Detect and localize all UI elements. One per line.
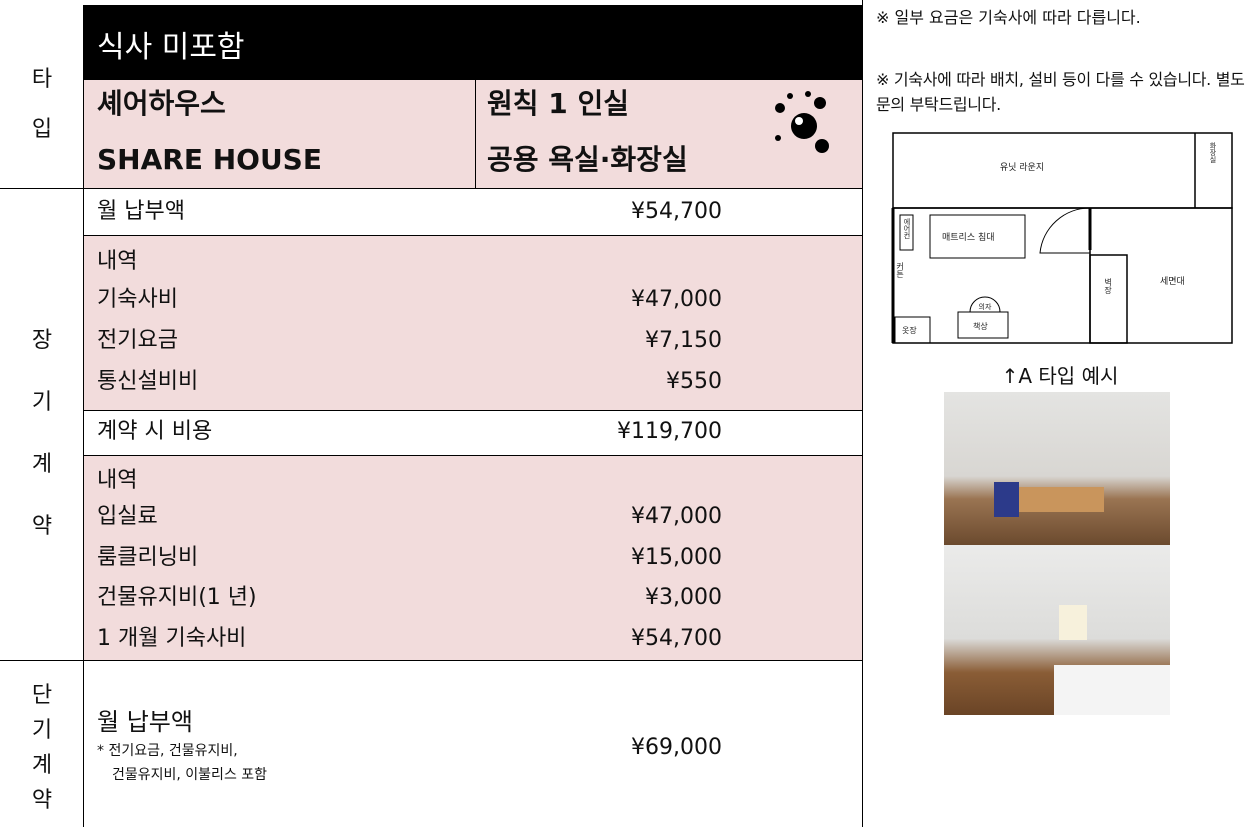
plan-label: 매트리스 침대 bbox=[942, 232, 995, 243]
row-label: 월 납부액 bbox=[97, 199, 185, 224]
window-shape bbox=[1059, 605, 1087, 640]
long-term-label: 장기계약 bbox=[31, 328, 53, 539]
housing-header-cell bbox=[83, 80, 862, 188]
item-label: 기숙사비 bbox=[97, 287, 178, 312]
table-shape bbox=[1014, 487, 1104, 512]
item-amount: ¥550 bbox=[666, 369, 722, 394]
room bbox=[892, 207, 1233, 344]
note: ※ 기숙사에 따라 배치, 설비 등이 다를 수 있습니다. 별도 문의 부탁드… bbox=[876, 70, 1245, 114]
border bbox=[83, 410, 862, 411]
item-label: 통신설비비 bbox=[97, 369, 199, 394]
border bbox=[83, 235, 862, 236]
plan-label: 커튼 bbox=[896, 262, 905, 278]
plan-label: 에어컨 bbox=[903, 217, 911, 239]
plan-label: 의자 bbox=[979, 302, 992, 311]
row-note: * 전기요금, 건물유지비, bbox=[97, 743, 238, 759]
item-label: 룸클리닝비 bbox=[97, 544, 199, 570]
plan-label: 세면대 bbox=[1160, 276, 1185, 287]
bubbles-icon bbox=[775, 91, 829, 153]
room-line: 원칙 1 인실 bbox=[487, 87, 630, 120]
breakdown-cell bbox=[83, 455, 862, 660]
item-amount: ¥7,150 bbox=[645, 328, 722, 353]
border bbox=[862, 0, 863, 827]
plan-label: 화장실 bbox=[1209, 142, 1217, 163]
border bbox=[83, 455, 862, 456]
breakdown-heading: 내역 bbox=[97, 249, 138, 274]
plan-label: 유닛 라운지 bbox=[1000, 162, 1044, 173]
row-label: 계약 시 비용 bbox=[97, 419, 213, 444]
row-label: 월 납부액 bbox=[97, 708, 193, 736]
row-amount: ¥54,700 bbox=[631, 199, 722, 224]
housing-ko: 셰어하우스 bbox=[97, 87, 226, 120]
item-label: 전기요금 bbox=[97, 328, 178, 353]
note: ※ 일부 요금은 기숙사에 따라 다릅니다. bbox=[876, 8, 1141, 27]
border bbox=[0, 660, 862, 661]
row-note: 건물유지비, 이불리스 포함 bbox=[112, 767, 268, 783]
chair-shape bbox=[994, 482, 1019, 517]
housing-en: SHARE HOUSE bbox=[97, 143, 322, 176]
room-photo bbox=[944, 392, 1170, 545]
border bbox=[83, 5, 84, 827]
row-amount: ¥69,000 bbox=[631, 735, 722, 760]
item-amount: ¥54,700 bbox=[631, 625, 722, 651]
breakdown-heading: 내역 bbox=[97, 468, 138, 493]
item-amount: ¥3,000 bbox=[645, 585, 722, 610]
room-photo bbox=[944, 545, 1170, 715]
meal-label: 식사 미포함 bbox=[97, 30, 245, 65]
bed-shape bbox=[1054, 665, 1170, 715]
item-amount: ¥47,000 bbox=[631, 287, 722, 312]
lounge-room bbox=[892, 132, 1233, 209]
item-label: 1 개월 기숙사비 bbox=[97, 625, 247, 651]
row-amount: ¥119,700 bbox=[617, 419, 722, 444]
breakdown-cell bbox=[83, 235, 862, 410]
item-amount: ¥47,000 bbox=[631, 504, 722, 529]
border bbox=[475, 80, 476, 188]
plan-label: 옷장 bbox=[902, 325, 917, 335]
meal-header-cell bbox=[83, 5, 862, 80]
item-label: 건물유지비(1 년) bbox=[97, 585, 257, 610]
room-line: 공용 욕실·화장실 bbox=[487, 143, 688, 176]
plan-label: 벽장 bbox=[1103, 277, 1112, 294]
type-label: 타입 bbox=[31, 67, 53, 142]
item-label: 입실료 bbox=[97, 504, 158, 529]
caption: ↑A 타입 예시 bbox=[1001, 364, 1119, 388]
plan-label: 책상 bbox=[973, 321, 988, 331]
border bbox=[0, 188, 862, 189]
short-term-label: 단기계약 bbox=[31, 683, 53, 813]
item-amount: ¥15,000 bbox=[631, 544, 722, 570]
floor-plan: 유닛 라운지 화장실 에어컨 매트리스 침대 커튼 의자 책상 옷장 벽장 세면… bbox=[891, 132, 1233, 344]
